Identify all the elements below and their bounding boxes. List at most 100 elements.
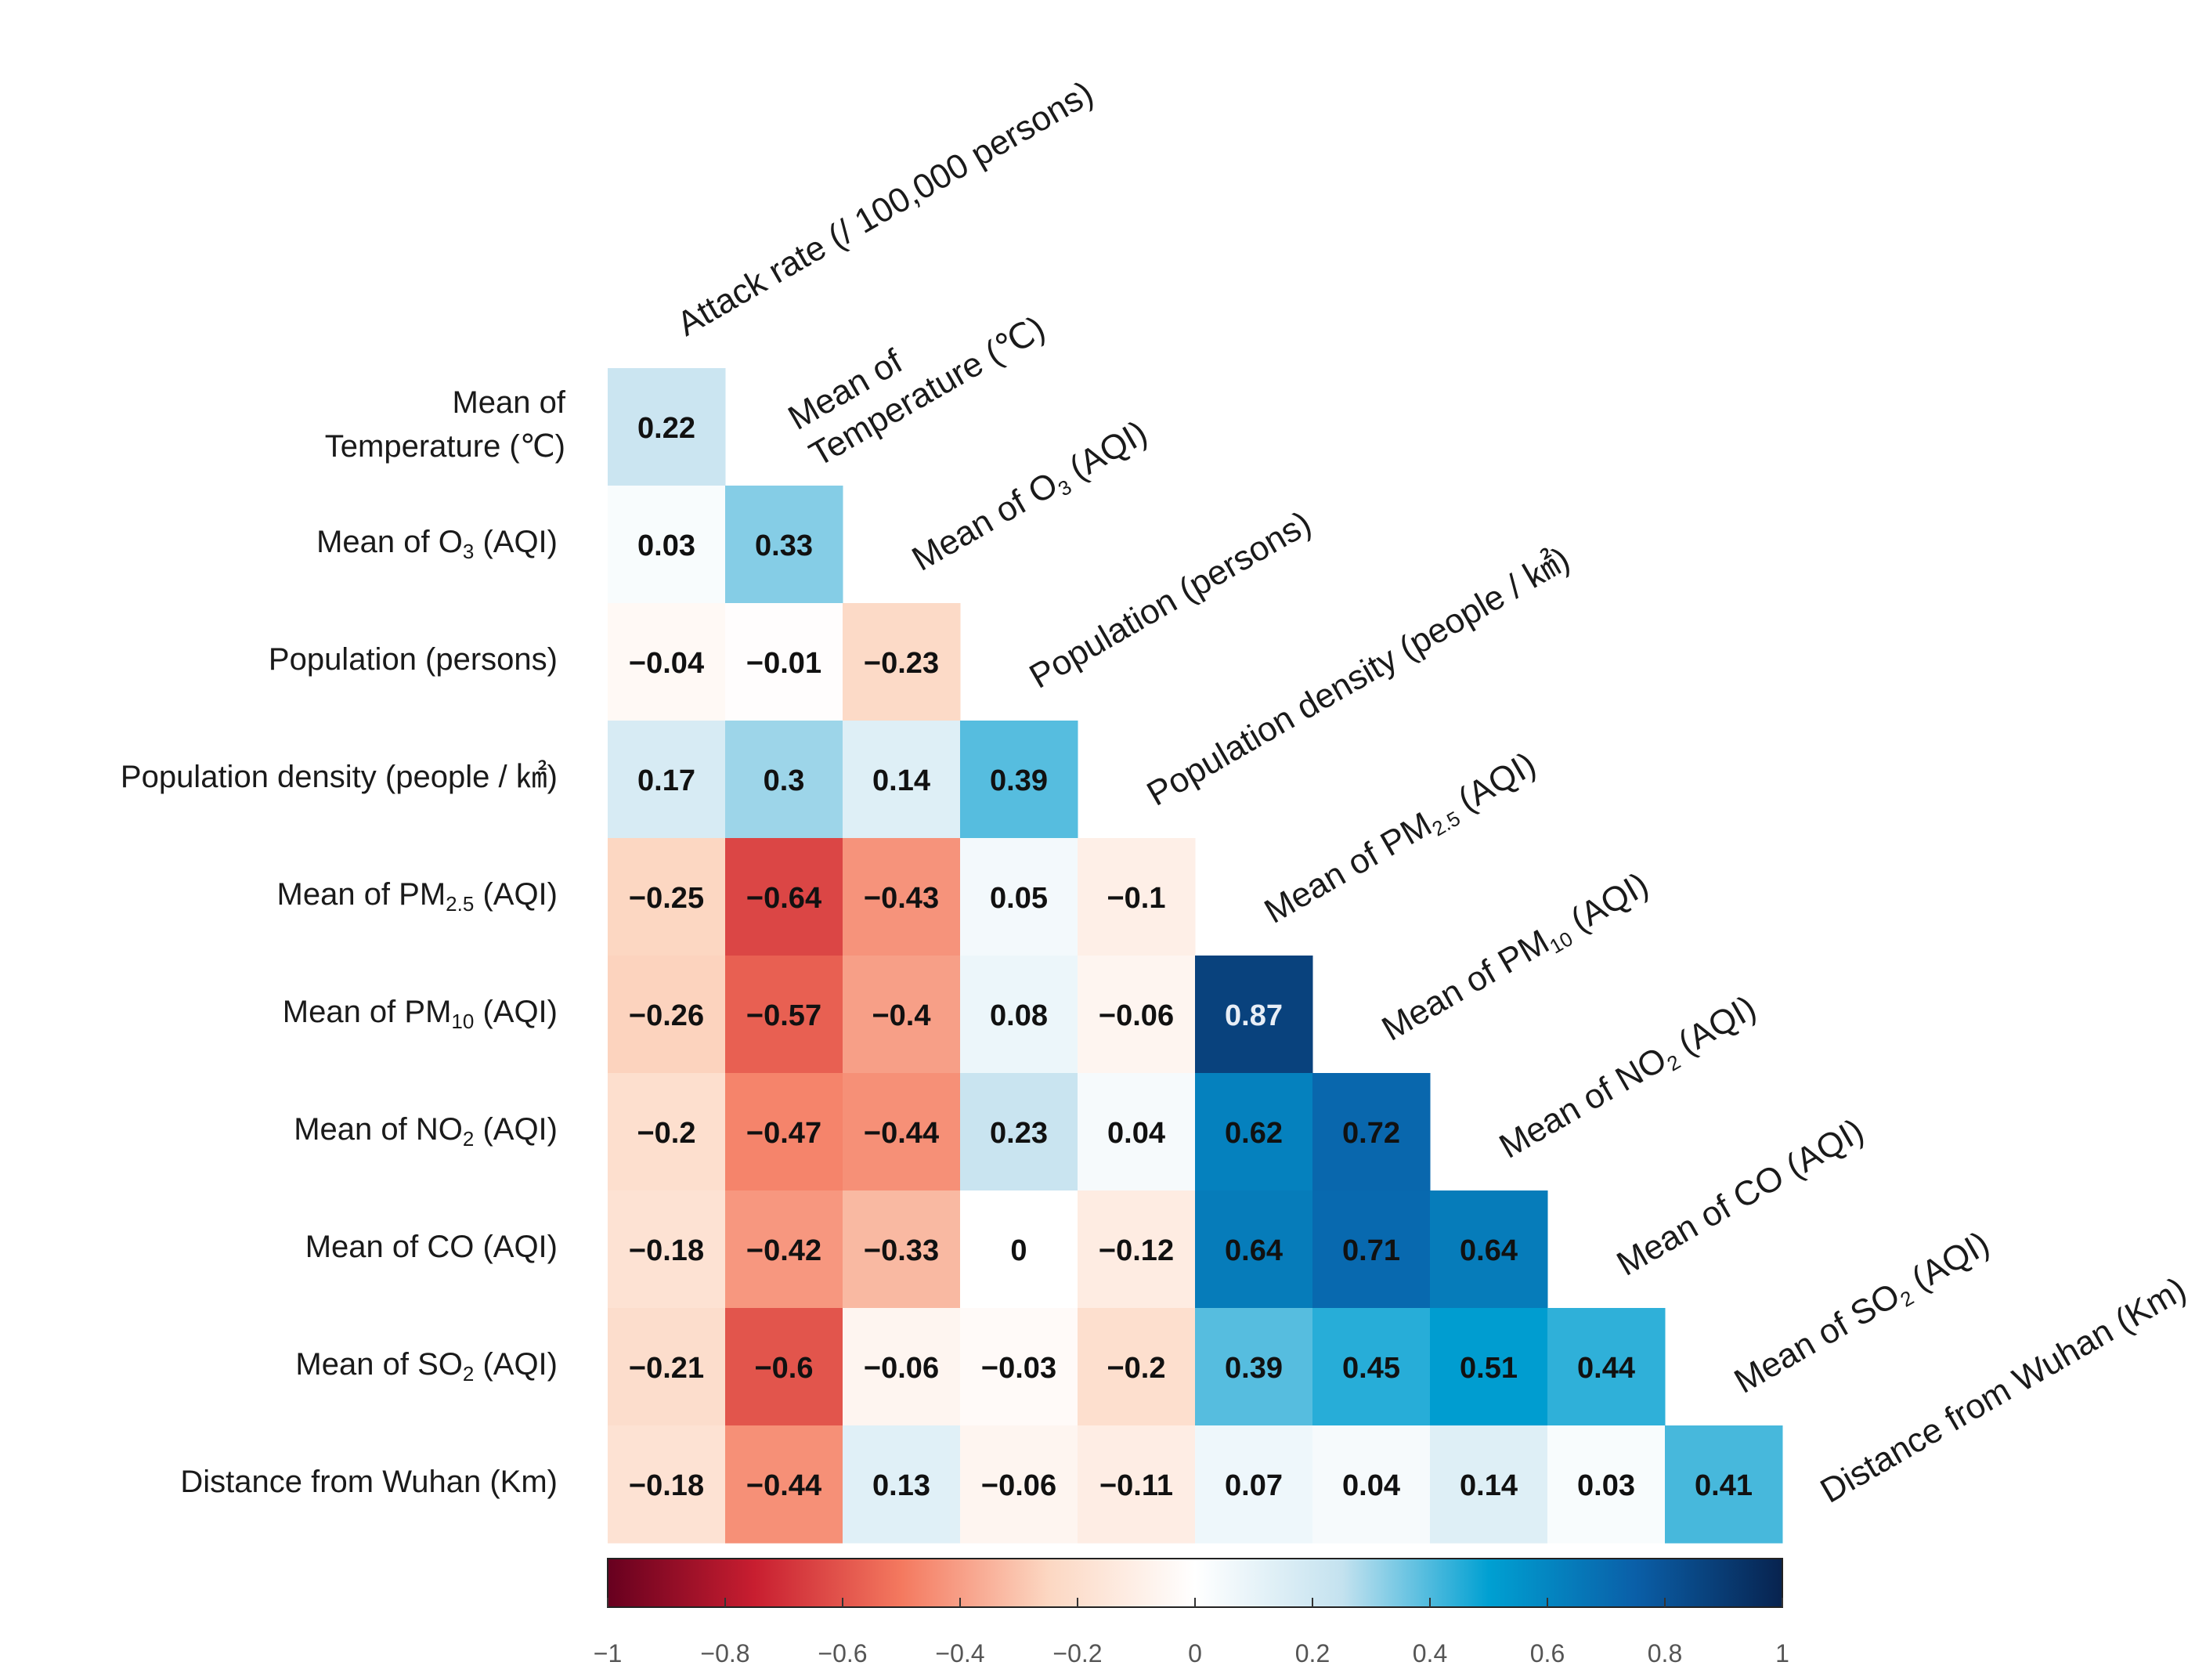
heatmap-cell: −0.47: [725, 1073, 843, 1191]
heatmap-cell: 0.87: [1195, 956, 1313, 1074]
cell-value-label: 0.62: [1225, 1117, 1283, 1150]
cell-value-label: 0: [1010, 1234, 1027, 1267]
cell-rect: [608, 838, 726, 956]
colorbar-tick-label: 1: [1775, 1639, 1789, 1667]
heatmap-cell: −0.18: [608, 1425, 726, 1544]
cell-value-label: −0.47: [746, 1117, 821, 1150]
heatmap-cell: −0.64: [725, 838, 843, 956]
cell-rect: [960, 956, 1078, 1074]
heatmap-cell: −0.42: [725, 1190, 843, 1309]
cell-rect: [725, 956, 843, 1074]
colorbar-tick-label: 0.2: [1295, 1639, 1330, 1667]
cell-value-label: −0.44: [864, 1117, 939, 1150]
cell-rect: [1078, 1425, 1196, 1544]
heatmap-cell: 0.64: [1430, 1190, 1548, 1309]
cell-value-label: −0.2: [1107, 1352, 1165, 1385]
cell-rect: [960, 1425, 1078, 1544]
cell-value-label: −0.57: [746, 999, 821, 1032]
cell-value-label: −0.4: [872, 999, 930, 1032]
row-label: Mean of CO (AQI): [305, 1230, 558, 1264]
cell-rect: [608, 956, 726, 1074]
cell-rect: [725, 1190, 843, 1309]
row-label: Mean of O3 (AQI): [316, 525, 558, 563]
cell-value-label: 0.04: [1107, 1117, 1165, 1150]
cell-value-label: 0.08: [990, 999, 1048, 1032]
cell-value-label: −0.42: [746, 1234, 821, 1267]
cell-value-label: −0.03: [981, 1352, 1056, 1385]
cell-value-label: 0.39: [1225, 1352, 1283, 1385]
row-label: Distance from Wuhan (Km): [180, 1465, 558, 1499]
heatmap-cell: −0.11: [1078, 1425, 1196, 1544]
heatmap-cell: 0.22: [608, 368, 726, 486]
cell-value-label: 0.45: [1342, 1352, 1400, 1385]
column-label: Mean of PM10 (AQI): [1376, 865, 1657, 1051]
cell-value-label: 0.13: [872, 1469, 930, 1502]
cell-rect: [843, 1425, 961, 1544]
heatmap-cell: 0.44: [1547, 1308, 1666, 1426]
row-label: Mean of PM10 (AQI): [283, 995, 558, 1033]
heatmap-cell: −0.44: [725, 1425, 843, 1544]
heatmap-cell: −0.06: [960, 1425, 1078, 1544]
heatmap-cell: 0.08: [960, 956, 1078, 1074]
cell-rect: [1430, 1425, 1548, 1544]
heatmap-cells: 0.22 0.03 0.33 −0.04 −0.01 −0.23 0.17 0.3 0.14 0.…: [608, 368, 1783, 1544]
column-label: Mean of O3 (AQI): [906, 414, 1156, 582]
colorbar-tick-label: −0.6: [818, 1639, 867, 1667]
row-label: Mean of NO2 (AQI): [294, 1112, 558, 1151]
cell-rect: [1312, 1425, 1431, 1544]
cell-value-label: −0.06: [864, 1352, 939, 1385]
heatmap-cell: −0.18: [608, 1190, 726, 1309]
cell-value-label: −0.01: [746, 647, 821, 680]
cell-rect: [843, 721, 961, 839]
heatmap-cell: 0.14: [843, 721, 961, 839]
cell-rect: [608, 1190, 726, 1309]
cell-value-label: −0.26: [629, 999, 704, 1032]
cell-rect: [960, 1190, 1078, 1309]
cell-value-label: 0.03: [1577, 1469, 1635, 1502]
cell-rect: [1195, 1308, 1313, 1426]
cell-rect: [608, 1073, 726, 1191]
heatmap-cell: 0.05: [960, 838, 1078, 956]
colorbar-tick-label: −0.8: [700, 1639, 749, 1667]
cell-value-label: 0.07: [1225, 1469, 1283, 1502]
cell-value-label: 0.51: [1460, 1352, 1518, 1385]
cell-rect: [1195, 1073, 1313, 1191]
heatmap-cell: 0.45: [1312, 1308, 1431, 1426]
cell-value-label: 0.41: [1695, 1469, 1753, 1502]
cell-value-label: −0.23: [864, 647, 939, 680]
cell-rect: [960, 1073, 1078, 1191]
cell-value-label: −0.12: [1099, 1234, 1174, 1267]
cell-value-label: −0.11: [1099, 1469, 1173, 1502]
cell-rect: [1312, 1073, 1431, 1191]
colorbar: −1 −0.8 −0.6 −0.4 −0.2 0 0.2 0.4 0.6 0.8 1: [594, 1558, 1789, 1667]
heatmap-cell: −0.44: [843, 1073, 961, 1191]
colorbar-tick-label: −0.2: [1052, 1639, 1102, 1667]
heatmap-cell: 0.39: [1195, 1308, 1313, 1426]
cell-value-label: −0.6: [754, 1352, 813, 1385]
heatmap-cell: 0.62: [1195, 1073, 1313, 1191]
cell-value-label: 0.64: [1225, 1234, 1283, 1267]
column-label: Mean of SO2 (AQI): [1728, 1224, 1998, 1404]
cell-value-label: 0.05: [990, 882, 1048, 915]
cell-value-label: 0.14: [872, 764, 930, 797]
colorbar-tick-label: 0.6: [1530, 1639, 1565, 1667]
cell-rect: [725, 1073, 843, 1191]
cell-rect: [843, 1190, 961, 1309]
row-label: Mean of SO2 (AQI): [295, 1347, 558, 1386]
heatmap-cell: 0.39: [960, 721, 1078, 839]
colorbar-tick-label: 0.4: [1413, 1639, 1447, 1667]
cell-rect: [1195, 1190, 1313, 1309]
cell-rect: [960, 721, 1078, 839]
colorbar-tick-label: 0.8: [1648, 1639, 1682, 1667]
cell-rect: [843, 838, 961, 956]
cell-rect: [1665, 1425, 1783, 1544]
cell-value-label: 0.3: [764, 764, 805, 797]
heatmap-cell: −0.33: [843, 1190, 961, 1309]
cell-rect: [608, 1308, 726, 1426]
cell-value-label: 0.64: [1460, 1234, 1518, 1267]
cell-rect: [960, 838, 1078, 956]
cell-rect: [1430, 1190, 1548, 1309]
cell-rect: [960, 1308, 1078, 1426]
cell-value-label: 0.04: [1342, 1469, 1400, 1502]
